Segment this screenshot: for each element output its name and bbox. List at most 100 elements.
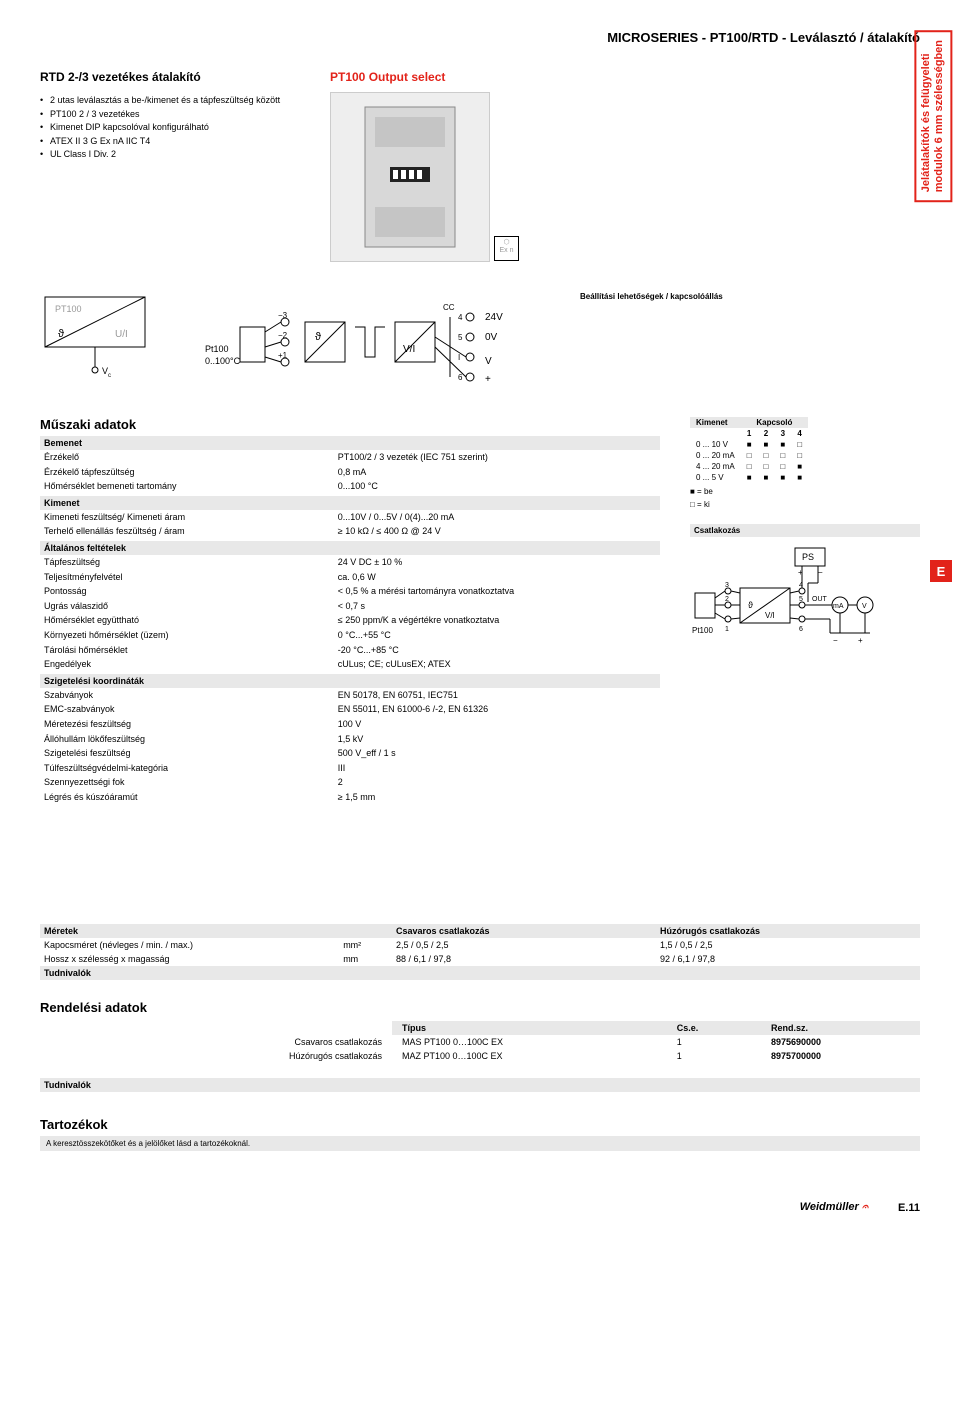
settings-label: Beállítási lehetőségek / kapcsolóállás — [580, 292, 800, 301]
page-number: E.11 — [898, 1202, 920, 1214]
block-diagram-icon: PT100 ϑ U/I V c — [40, 292, 150, 382]
page-footer: Weidmüller 𝄐 E.11 — [40, 1201, 920, 1214]
svg-text:0..100°C: 0..100°C — [205, 356, 241, 366]
svg-text:5: 5 — [458, 333, 463, 342]
svg-text:Pt100: Pt100 — [205, 344, 229, 354]
table-row: Csavaros csatlakozás MAS PT100 0…100C EX… — [40, 1035, 920, 1049]
bullet: PT100 2 / 3 vezetékes — [40, 108, 300, 122]
spec-group-header: Szigetelési koordináták — [40, 674, 660, 688]
spec-row: SzabványokEN 50178, EN 60751, IEC751 — [40, 688, 660, 703]
svg-text:−: − — [833, 636, 838, 645]
spec-row: Állóhullám lökőfeszültség1,5 kV — [40, 732, 660, 747]
svg-text:V: V — [862, 603, 867, 610]
brand-logo: Weidmüller 𝄐 — [800, 1201, 868, 1214]
spec-row: Környezeti hőmérséklet (üzem)0 °C...+55 … — [40, 628, 660, 643]
table-row: 0 ... 5 V■■■■ — [690, 472, 808, 483]
svg-text:1: 1 — [725, 626, 729, 633]
table-row: Kapocsméret (névleges / min. / max.) mm²… — [40, 938, 920, 952]
svg-text:2: 2 — [725, 596, 729, 603]
svg-text:c: c — [108, 373, 111, 379]
svg-text:V/I: V/I — [403, 344, 415, 355]
order-table: Típus Cs.e. Rend.sz. Csavaros csatlakozá… — [40, 1021, 920, 1063]
svg-text:6: 6 — [458, 373, 463, 382]
spec-row: Szennyezettségi fok2 — [40, 775, 660, 790]
legend-off: □ = ki — [690, 500, 920, 509]
svg-text:24V: 24V — [485, 312, 503, 323]
svg-text:6: 6 — [799, 626, 803, 633]
spec-row: Tápfeszültség24 V DC ± 10 % — [40, 555, 660, 570]
bullet: UL Class I Div. 2 — [40, 148, 300, 162]
intro-title: RTD 2-/3 vezetékes átalakító — [40, 70, 300, 84]
svg-text:V: V — [485, 356, 492, 367]
svg-text:OUT: OUT — [812, 596, 828, 603]
spec-group-header: Általános feltételek — [40, 541, 660, 555]
legend-on: ■ = be — [690, 487, 920, 496]
svg-text:+: + — [485, 374, 491, 385]
section-badge: E — [930, 560, 952, 582]
spec-row: Terhelő ellenállás feszültség / áram≥ 10… — [40, 524, 660, 539]
svg-text:PT100: PT100 — [55, 304, 82, 314]
spec-row: ÉrzékelőPT100/2 / 3 vezeték (IEC 751 sze… — [40, 450, 660, 465]
dimensions-table: Méretek Csavaros csatlakozás Húzórugós c… — [40, 924, 920, 980]
spec-row: Ugrás válaszidő< 0,7 s — [40, 599, 660, 614]
spec-row: Kimeneti feszültség/ Kimeneti áram0...10… — [40, 510, 660, 525]
accessories-title: Tartozékok — [40, 1117, 920, 1132]
svg-text:+: + — [858, 636, 863, 645]
svg-text:CC: CC — [443, 303, 455, 312]
specs-title: Műszaki adatok — [40, 417, 660, 432]
spec-row: Hőmérséklet bemeneti tartomány0...100 °C — [40, 479, 660, 494]
intro-bullets: 2 utas leválasztás a be-/kimenet és a tá… — [40, 94, 300, 162]
product-image: ⬡Ex n — [330, 92, 490, 262]
svg-text:ϑ: ϑ — [58, 328, 64, 340]
svg-text:−2: −2 — [278, 331, 288, 340]
svg-text:V/I: V/I — [765, 611, 775, 620]
output-select-label: PT100 Output select — [330, 70, 920, 84]
svg-text:3: 3 — [725, 582, 729, 589]
svg-text:−3: −3 — [278, 311, 288, 320]
ex-mark-icon: ⬡Ex n — [494, 236, 519, 261]
table-row: Húzórugós csatlakozás MAZ PT100 0…100C E… — [40, 1049, 920, 1063]
spec-row: Méretezési feszültség100 V — [40, 717, 660, 732]
svg-text:0V: 0V — [485, 332, 498, 343]
spec-row: Tárolási hőmérséklet-20 °C...+85 °C — [40, 643, 660, 658]
accessories-note: A keresztösszekötőket és a jelölőket lás… — [40, 1136, 920, 1151]
svg-text:−: − — [818, 568, 823, 577]
circuit-diagram: Pt100 0..100°C −3 −2 +1 ϑ V/I CC 4 5 I 6… — [200, 292, 540, 402]
bullet: ATEX II 3 G Ex nA IIC T4 — [40, 135, 300, 149]
connection-diagram: PS +− ϑ V/I Pt100 3 2 1 4 5 6 — [690, 543, 880, 653]
table-row: 0 ... 10 V■■■□ — [690, 439, 808, 450]
svg-text:4: 4 — [458, 313, 463, 322]
svg-text:ϑ: ϑ — [748, 600, 753, 610]
spec-group-header: Bemenet — [40, 436, 660, 450]
spec-row: Szigetelési feszültség500 V_eff / 1 s — [40, 746, 660, 761]
order-title: Rendelési adatok — [40, 1000, 920, 1015]
side-tab-line2: modulok 6 mm szélességben — [933, 40, 945, 192]
spec-row: Érzékelő tápfeszültség0,8 mA — [40, 465, 660, 480]
svg-text:5: 5 — [799, 596, 803, 603]
bullet: Kimenet DIP kapcsolóval konfigurálható — [40, 121, 300, 135]
switch-table: Kimenet Kapcsoló 1 2 3 4 0 ... 10 V■■■□0… — [690, 417, 808, 483]
side-tab-line1: Jelátalakítók és felügyeleti — [920, 53, 932, 192]
bullet: 2 utas leválasztás a be-/kimenet és a tá… — [40, 94, 300, 108]
svg-text:Pt100: Pt100 — [692, 626, 713, 635]
page-title: MICROSERIES - PT100/RTD - Leválasztó / á… — [40, 30, 920, 45]
spec-row: Pontosság< 0,5 % a mérési tartományra vo… — [40, 584, 660, 599]
svg-text:U/I: U/I — [115, 329, 128, 340]
svg-text:ϑ: ϑ — [315, 331, 321, 343]
connection-label: Csatlakozás — [690, 524, 920, 537]
tudnivalok: Tudnivalók — [40, 1078, 920, 1092]
table-row: 0 ... 20 mA□□□□ — [690, 450, 808, 461]
svg-text:PS: PS — [802, 552, 814, 562]
spec-row: EMC-szabványokEN 55011, EN 61000-6 /-2, … — [40, 702, 660, 717]
svg-text:+1: +1 — [278, 351, 288, 360]
spec-row: Teljesítményfelvételca. 0,6 W — [40, 570, 660, 585]
table-row: 4 ... 20 mA□□□■ — [690, 461, 808, 472]
table-row: Hossz x szélesség x magasság mm 88 / 6,1… — [40, 952, 920, 966]
side-tab: Jelátalakítók és felügyeleti modulok 6 m… — [914, 30, 952, 202]
spec-row: EngedélyekcULus; CE; cULusEX; ATEX — [40, 657, 660, 672]
spec-row: Légrés és kúszóáramút≥ 1,5 mm — [40, 790, 660, 805]
spec-row: Hőmérséklet együttható≤ 250 ppm/K a végé… — [40, 613, 660, 628]
svg-text:mA: mA — [833, 603, 844, 610]
spec-row: Túlfeszültségvédelmi-kategóriaIII — [40, 761, 660, 776]
svg-text:I: I — [458, 353, 460, 362]
